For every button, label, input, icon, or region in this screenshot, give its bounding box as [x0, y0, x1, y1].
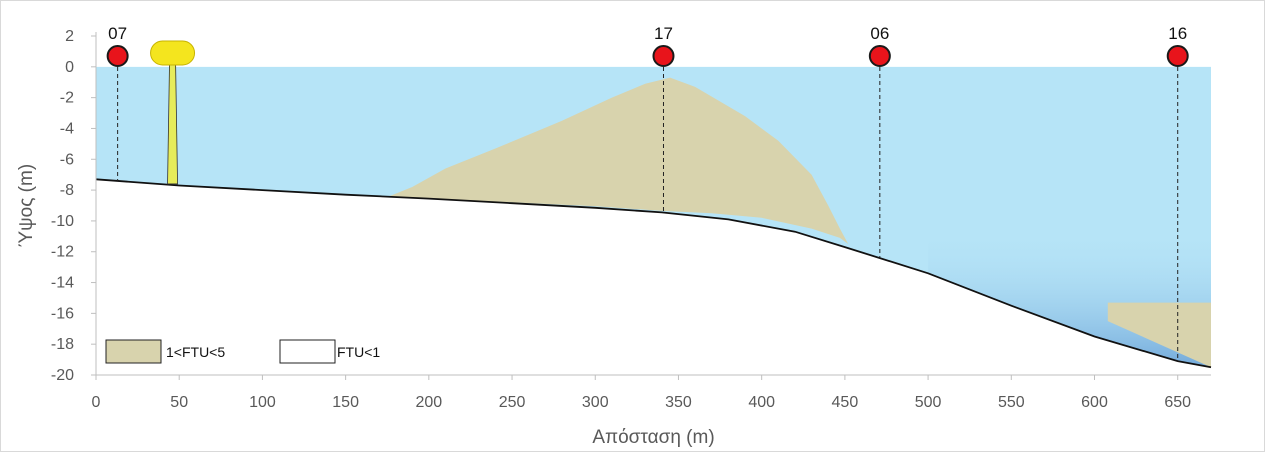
- legend-label: 1<FTU<5: [166, 344, 225, 360]
- x-tick-label: 0: [92, 394, 101, 411]
- x-tick-label: 150: [332, 394, 359, 411]
- station-label: 16: [1168, 24, 1187, 43]
- buoy-mooring: [167, 60, 178, 185]
- y-tick-label: -10: [51, 213, 74, 230]
- water-area: [96, 66, 1211, 368]
- x-tick-label: 50: [170, 394, 188, 411]
- buoy-icon: [150, 40, 196, 66]
- y-tick-label: 2: [65, 28, 74, 45]
- turbid-zone: [385, 77, 849, 244]
- y-tick-label: -16: [51, 305, 74, 322]
- x-tick-label: 300: [582, 394, 609, 411]
- y-tick-label: -14: [51, 275, 74, 292]
- x-tick-label: 450: [832, 394, 859, 411]
- x-tick-label: 650: [1164, 394, 1191, 411]
- y-tick-label: -18: [51, 336, 74, 353]
- stations: 07 17 06 16: [106, 24, 1189, 362]
- y-tick-label: -12: [51, 244, 74, 261]
- y-tick-label: -4: [60, 120, 74, 137]
- station-label: 07: [108, 24, 127, 43]
- x-tick-label: 600: [1081, 394, 1108, 411]
- y-tick-label: -20: [51, 367, 74, 384]
- y-axis-title: Ύψος (m): [16, 164, 37, 247]
- y-tick-label: 0: [65, 59, 74, 76]
- y-tick-label: -6: [60, 151, 74, 168]
- axes: 2 0 -2 -4 -6 -8 -10 -12 -14 -16 -18 -20 0 50 100 150 200…: [16, 28, 1211, 448]
- station-marker: [1166, 45, 1189, 68]
- x-tick-label: 250: [499, 394, 526, 411]
- station-label: 17: [654, 24, 673, 43]
- legend-swatch-turbid: [105, 339, 162, 364]
- x-tick-label: 500: [915, 394, 942, 411]
- x-tick-label: 200: [415, 394, 442, 411]
- x-tick-label: 400: [748, 394, 775, 411]
- station-label: 06: [870, 24, 889, 43]
- legend: 1<FTU<5 FTU<1: [105, 339, 380, 364]
- x-tick-label: 350: [665, 394, 692, 411]
- seabed-line: [95, 178, 1212, 369]
- legend-swatch-clear: [279, 339, 336, 364]
- legend-label: FTU<1: [337, 344, 380, 360]
- y-tick-label: -8: [60, 182, 74, 199]
- x-axis-title: Απόσταση (m): [592, 427, 714, 448]
- station-marker: [106, 45, 129, 68]
- station-marker: [868, 45, 891, 68]
- x-tick-label: 550: [998, 394, 1025, 411]
- station-marker: [652, 45, 675, 68]
- x-tick-label: 100: [249, 394, 276, 411]
- turbid-zone-deep: [1107, 302, 1211, 368]
- y-tick-label: -2: [60, 90, 74, 107]
